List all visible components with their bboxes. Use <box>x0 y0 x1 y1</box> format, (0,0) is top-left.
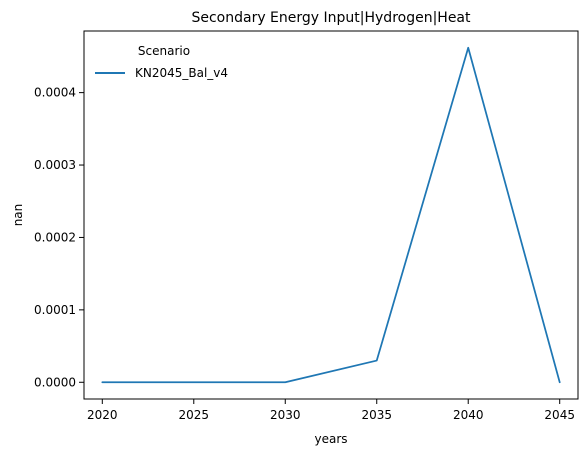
legend-label-kn2045-bal-v4: KN2045_Bal_v4 <box>135 66 228 80</box>
x-tick-label: 2025 <box>179 408 210 422</box>
plot-frame <box>83 30 579 400</box>
x-tick-label: 2040 <box>453 408 484 422</box>
chart-title: Secondary Energy Input|Hydrogen|Heat <box>191 10 471 26</box>
x-axis-label: years <box>314 432 347 446</box>
x-tick-label: 2020 <box>87 408 118 422</box>
x-tick-label: 2030 <box>270 408 301 422</box>
x-tick-label: 2045 <box>544 408 575 422</box>
y-axis-ticks: 0.0000 0.0001 0.0002 0.0003 0.0004 <box>34 86 84 389</box>
y-tick-label: 0.0004 <box>34 86 76 100</box>
series-line-kn2045-bal-v4 <box>101 46 561 384</box>
y-axis-label: nan <box>11 204 25 227</box>
legend-title: Scenario <box>138 44 190 58</box>
legend: Scenario KN2045_Bal_v4 <box>95 44 228 80</box>
plot-area <box>101 46 561 384</box>
x-axis-ticks: 2020 2025 2030 2035 2040 2045 <box>87 399 575 422</box>
y-tick-label: 0.0001 <box>34 303 76 317</box>
y-tick-label: 0.0000 <box>34 375 76 389</box>
y-tick-label: 0.0003 <box>34 158 76 172</box>
x-tick-label: 2035 <box>361 408 392 422</box>
y-tick-label: 0.0002 <box>34 230 76 244</box>
